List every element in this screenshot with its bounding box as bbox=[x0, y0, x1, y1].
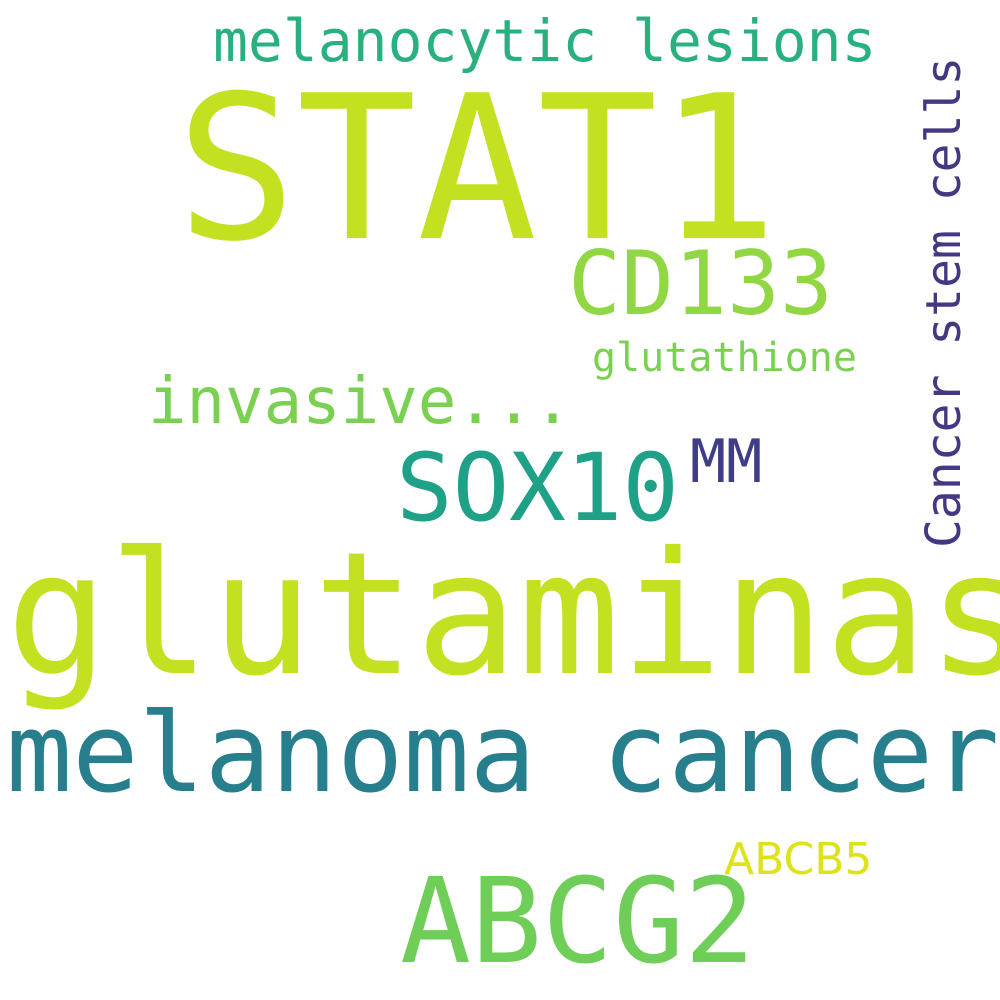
word-melanocytic-lesions: melanocytic lesions bbox=[213, 7, 877, 75]
word-melanoma-cancer: melanoma cancer bbox=[6, 689, 1000, 817]
word-cd133: CD133 bbox=[568, 232, 833, 335]
word-mm: MM bbox=[690, 427, 763, 497]
word-glutaminase: glutaminase bbox=[6, 516, 1000, 714]
word-glutathione: glutathione bbox=[592, 335, 857, 381]
word-abcg2: ABCG2 bbox=[400, 852, 756, 990]
word-invasive: invasive... bbox=[148, 365, 572, 439]
word-sox10: SOX10 bbox=[396, 434, 679, 543]
word-abcb5: ABCB5 bbox=[724, 834, 873, 885]
word-stat1: STAT1 bbox=[176, 53, 779, 286]
word-cancer-stem-cells: Cancer stem cells bbox=[916, 56, 972, 548]
